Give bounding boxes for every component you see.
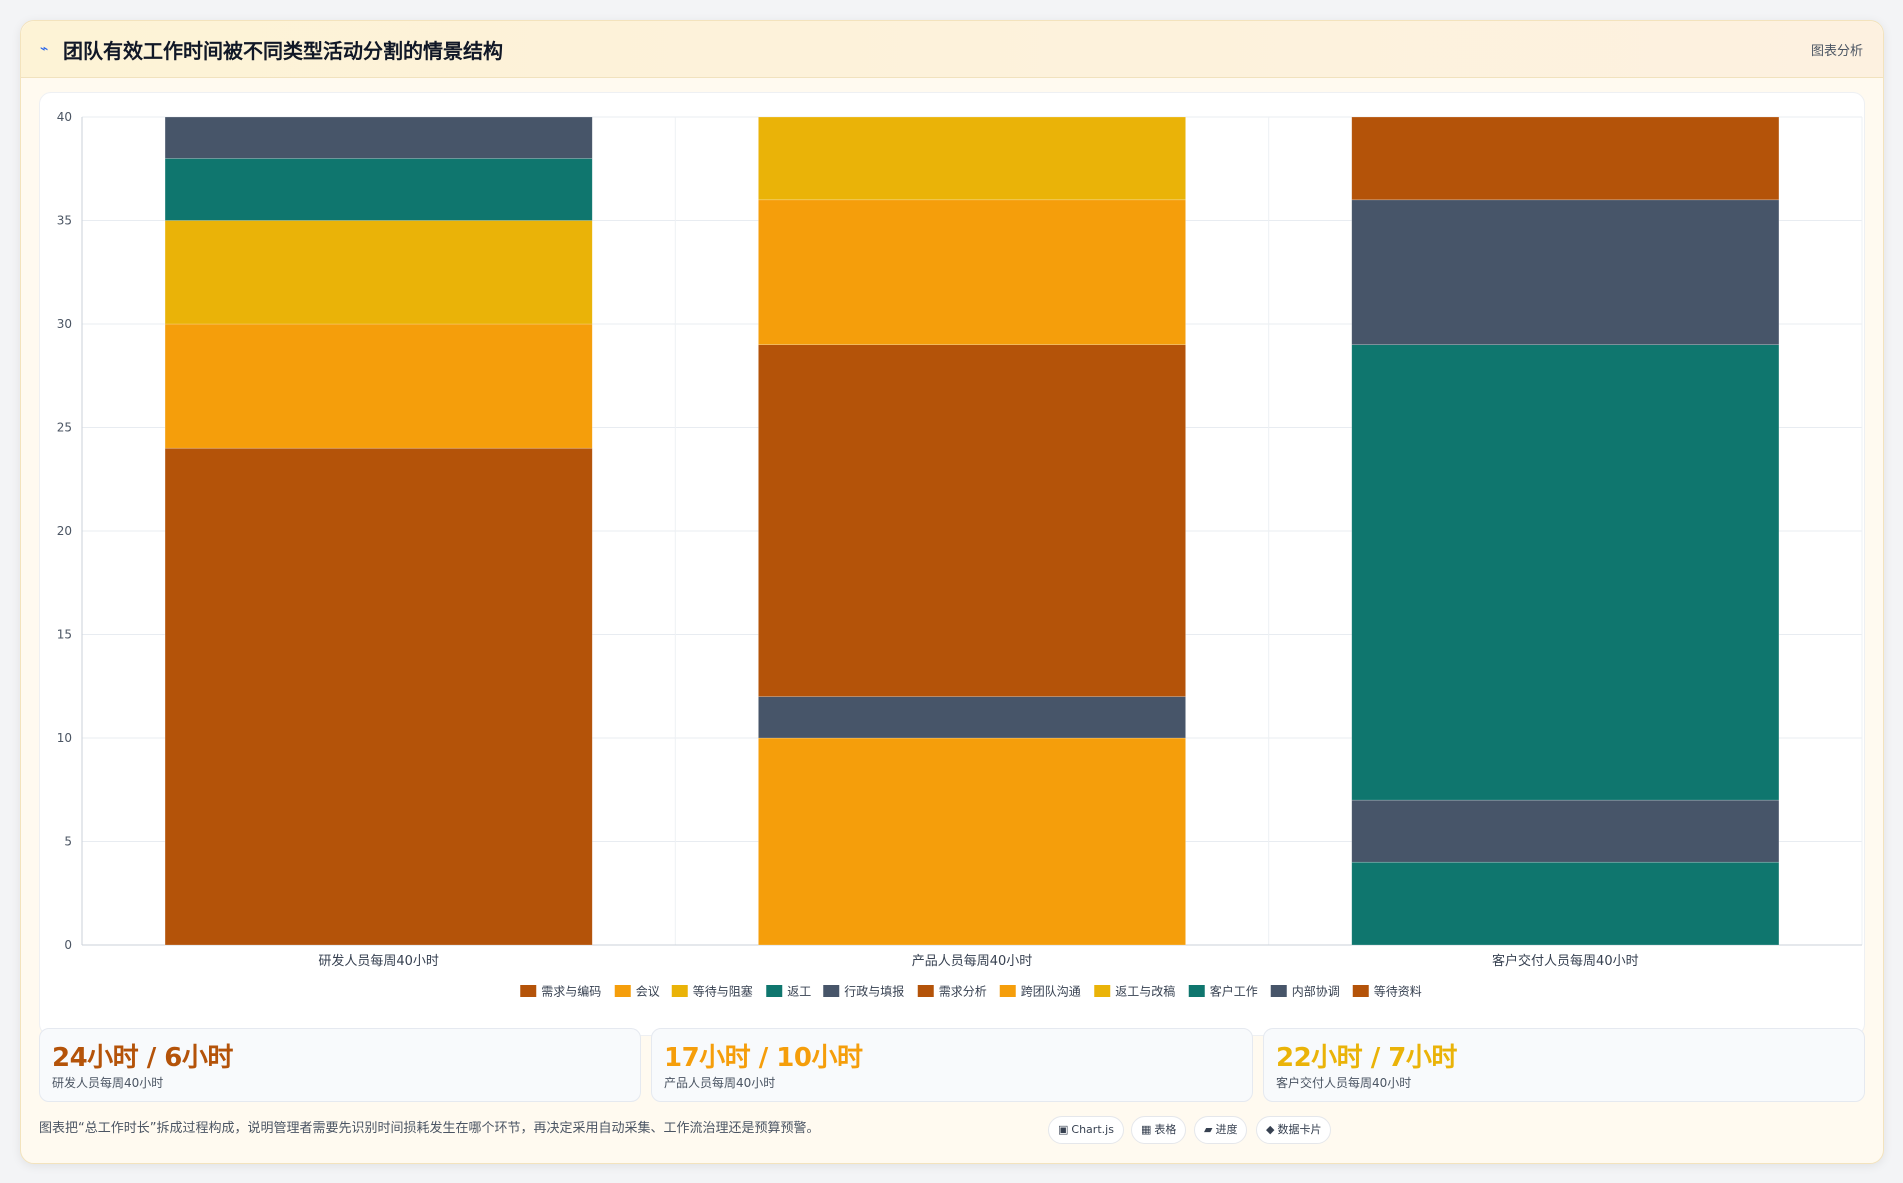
stat-label: 客户交付人员每周40小时 bbox=[1276, 1076, 1412, 1090]
bar-segment bbox=[1351, 344, 1780, 801]
legend-label: 客户工作 bbox=[1210, 984, 1258, 999]
chart-legend: 需求与编码 会议 等待与阻塞 返工 行政与填报 需求分析 跨团队沟通 返工与改稿 客户工作 内部协… bbox=[520, 984, 1422, 999]
footer-note: 图表把“总工作时长”拆成过程构成，说明管理者需要先识别时间损耗发生在哪个环节，再… bbox=[39, 1121, 820, 1136]
x-tick-label: 产品人员每周40小时 bbox=[912, 953, 1033, 969]
bar-segment bbox=[758, 199, 1186, 345]
y-tick-label: 35 bbox=[57, 214, 72, 228]
bar-segment bbox=[164, 323, 593, 449]
chip-label: 进度 bbox=[1215, 1123, 1238, 1136]
y-tick-label: 20 bbox=[57, 524, 72, 538]
stat-card-rd: 24小时 / 6小时 研发人员每周40小时 bbox=[39, 1028, 641, 1102]
bar-segment bbox=[1351, 799, 1780, 863]
legend-label: 等待与阻塞 bbox=[693, 984, 753, 999]
stat-value: 22小时 / 7小时 bbox=[1276, 1043, 1457, 1073]
chart-card: 0 5 10 15 20 25 30 35 40 研发人员每周40小时 产品人员每周40小时 客户交付… bbox=[39, 92, 1865, 1036]
bar-segment bbox=[758, 696, 1186, 739]
stat-value: 17小时 / 10小时 bbox=[664, 1043, 863, 1073]
bar-segment bbox=[1351, 116, 1780, 201]
legend-swatch bbox=[614, 985, 631, 997]
chartjs-icon: ▣ bbox=[1058, 1123, 1069, 1136]
y-tick-label: 5 bbox=[64, 835, 72, 849]
bar-segment bbox=[1351, 199, 1780, 345]
legend-label: 行政与填报 bbox=[844, 984, 904, 999]
legend-swatch bbox=[1270, 985, 1287, 997]
chip-label: Chart.js bbox=[1071, 1123, 1114, 1136]
legend-label: 需求分析 bbox=[939, 985, 987, 999]
page-title: 团队有效工作时间被不同类型活动分割的情景结构 bbox=[63, 39, 503, 63]
stacked-bar-chart: 0 5 10 15 20 25 30 35 40 研发人员每周40小时 产品人员每周40小时 客户交付… bbox=[57, 110, 1863, 999]
data-card-icon: ◆ bbox=[1266, 1123, 1275, 1136]
y-tick-label: 10 bbox=[57, 731, 72, 745]
chip-chartjs[interactable]: ▣ Chart.js bbox=[1048, 1116, 1124, 1144]
progress-icon: ▰ bbox=[1204, 1123, 1213, 1136]
legend-label: 返工 bbox=[787, 985, 811, 999]
stat-card-delivery: 22小时 / 7小时 客户交付人员每周40小时 bbox=[1263, 1028, 1865, 1102]
x-tick-label: 研发人员每周40小时 bbox=[318, 953, 439, 969]
bar-segment bbox=[164, 116, 593, 159]
legend-swatch bbox=[1094, 985, 1111, 997]
y-tick-label: 40 bbox=[57, 110, 72, 124]
y-tick-label: 30 bbox=[57, 317, 72, 331]
legend-swatch bbox=[671, 985, 688, 997]
bar-segment bbox=[758, 737, 1186, 946]
panel-header: ⌁ 团队有效工作时间被不同类型活动分割的情景结构 图表分析 bbox=[21, 21, 1883, 78]
legend-swatch bbox=[917, 985, 934, 997]
stat-card-product: 17小时 / 10小时 产品人员每周40小时 bbox=[651, 1028, 1253, 1102]
legend-swatch bbox=[999, 985, 1016, 997]
y-tick-label: 25 bbox=[57, 421, 72, 435]
y-tick-label: 15 bbox=[57, 628, 72, 642]
legend-swatch bbox=[823, 985, 840, 997]
legend-label: 跨团队沟通 bbox=[1021, 984, 1081, 999]
chip-label: 数据卡片 bbox=[1277, 1123, 1322, 1136]
chart-analysis-tag: 图表分析 bbox=[1810, 44, 1863, 59]
chip-table[interactable]: ▦ 表格 bbox=[1131, 1116, 1187, 1144]
legend-label: 返工与改稿 bbox=[1115, 984, 1175, 999]
stat-label: 研发人员每周40小时 bbox=[52, 1076, 164, 1090]
bar-segment bbox=[758, 344, 1186, 697]
legend-label: 需求与编码 bbox=[541, 984, 601, 999]
chip-data-card[interactable]: ◆ 数据卡片 bbox=[1256, 1116, 1332, 1144]
bar-segment bbox=[164, 158, 593, 221]
bar-segment bbox=[164, 447, 593, 946]
legend-swatch bbox=[1188, 985, 1205, 997]
chip-label: 表格 bbox=[1154, 1123, 1177, 1136]
legend-label: 会议 bbox=[636, 985, 660, 999]
table-icon: ▦ bbox=[1141, 1123, 1152, 1136]
bar-segment bbox=[1351, 861, 1780, 946]
x-tick-label: 客户交付人员每周40小时 bbox=[1492, 953, 1639, 969]
legend-swatch bbox=[520, 985, 537, 997]
stat-label: 产品人员每周40小时 bbox=[664, 1076, 776, 1090]
chart-line-icon: ⌁ bbox=[40, 41, 49, 57]
chip-progress[interactable]: ▰ 进度 bbox=[1194, 1116, 1248, 1144]
legend-swatch bbox=[1352, 985, 1369, 997]
legend-swatch bbox=[766, 985, 783, 997]
y-tick-label: 0 bbox=[64, 938, 72, 952]
legend-label: 等待资料 bbox=[1374, 985, 1422, 999]
legend-label: 内部协调 bbox=[1292, 984, 1340, 999]
bar-segment bbox=[164, 220, 593, 325]
stat-value: 24小时 / 6小时 bbox=[52, 1043, 233, 1073]
bar-segment bbox=[758, 116, 1186, 201]
